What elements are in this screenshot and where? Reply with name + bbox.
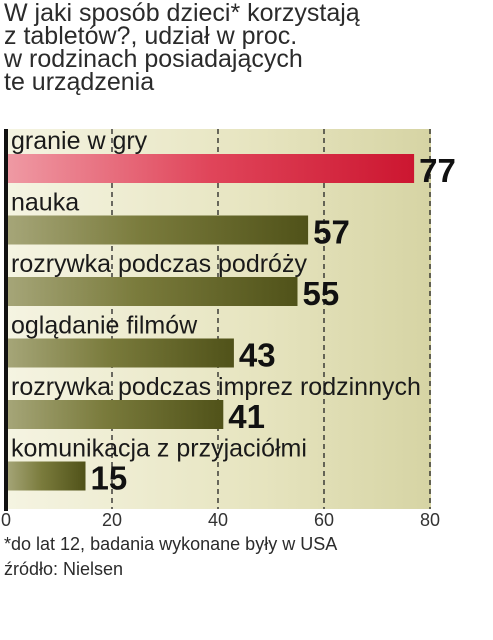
x-tick-label: 0 <box>1 510 11 530</box>
category-label: nauka <box>11 189 79 217</box>
grid-lines <box>111 129 431 509</box>
value-label: 43 <box>239 337 276 374</box>
bar <box>6 277 298 306</box>
value-label: 57 <box>313 214 350 251</box>
bar-chart: granie w gry nauka rozrywka podczas podróż… <box>1 127 456 530</box>
category-label: rozrywka podczas podróży <box>11 250 307 278</box>
category-label: oglądanie filmów <box>11 312 198 340</box>
category-label: granie w gry <box>11 127 148 155</box>
category-labels: granie w gry nauka rozrywka podczas podróż… <box>11 127 421 463</box>
value-label: 55 <box>303 275 340 312</box>
bar <box>6 154 415 183</box>
bars <box>6 154 415 491</box>
bar <box>6 338 234 368</box>
value-label: 41 <box>228 398 265 435</box>
x-tick-label: 40 <box>208 510 228 530</box>
bar <box>6 215 309 245</box>
x-tick-label: 80 <box>420 510 440 530</box>
category-label: rozrywka podczas imprez rodzinnych <box>11 373 421 401</box>
category-label: komunikacja z przyjaciółmi <box>11 435 307 463</box>
x-axis-ticks: 0 20 40 60 80 <box>1 510 440 530</box>
value-labels: 77 57 55 43 41 15 <box>91 152 456 497</box>
value-label: 77 <box>419 152 456 189</box>
value-label: 15 <box>91 460 128 497</box>
chart-title: W jaki sposób dzieci* korzystają z table… <box>4 0 360 96</box>
bar <box>6 400 224 429</box>
x-tick-label: 60 <box>314 510 334 530</box>
x-tick-label: 20 <box>102 510 122 530</box>
source-note: źródło: Nielsen <box>4 559 124 579</box>
bar <box>6 461 86 491</box>
footnote: *do lat 12, badania wykonane były w USA <box>4 534 338 554</box>
